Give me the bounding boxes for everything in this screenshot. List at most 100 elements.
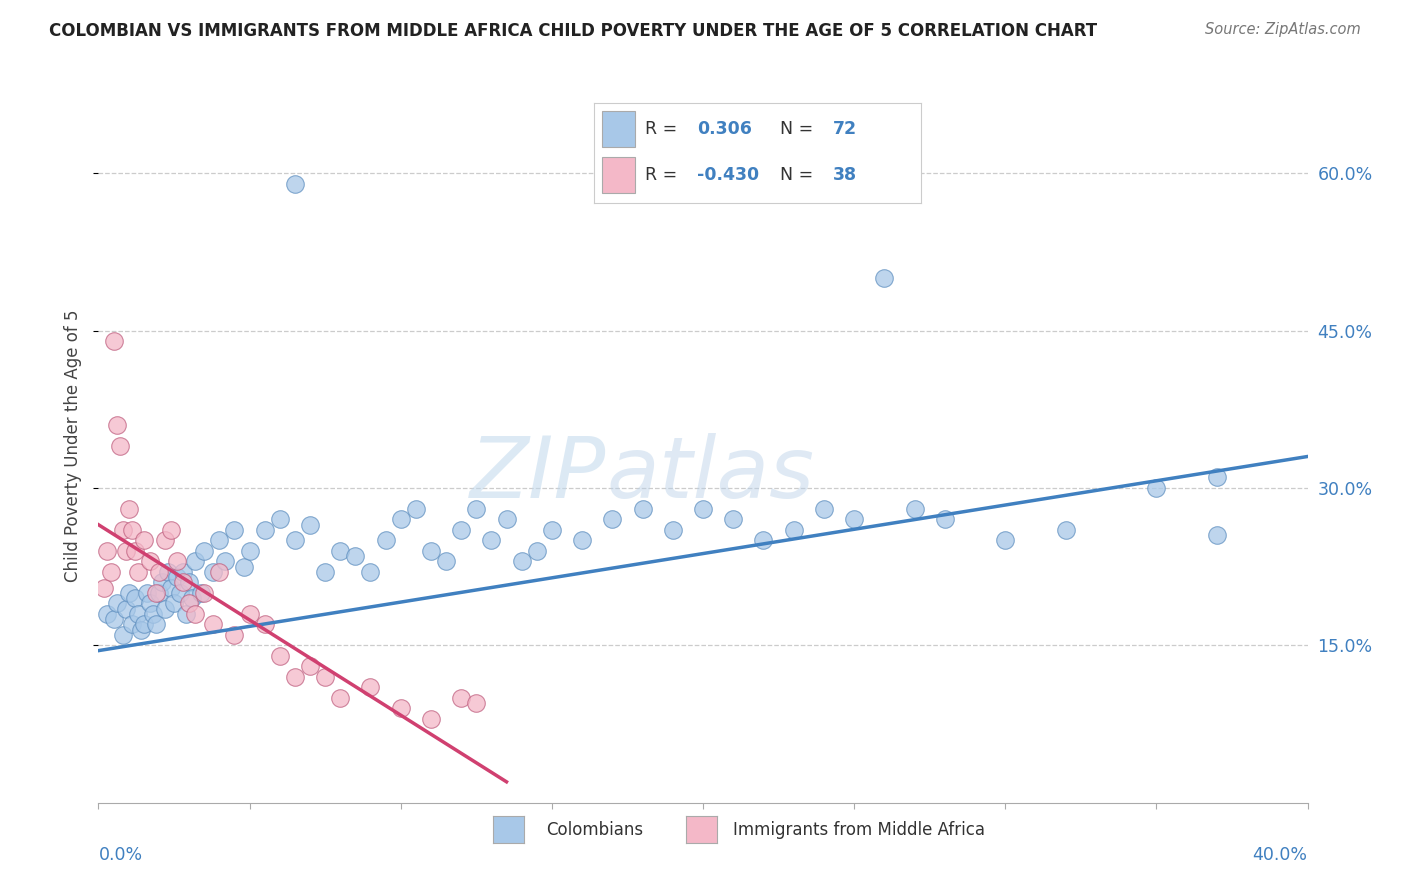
Point <box>450 523 472 537</box>
Point <box>541 523 564 537</box>
Point <box>329 690 352 705</box>
Point <box>114 544 136 558</box>
Point <box>135 586 157 600</box>
Point <box>844 512 866 526</box>
Point <box>118 502 141 516</box>
Point <box>172 575 194 590</box>
Point <box>752 533 775 548</box>
Point <box>510 554 533 568</box>
Point <box>108 439 131 453</box>
Point <box>145 617 167 632</box>
Text: atlas: atlas <box>606 433 814 516</box>
Point <box>96 607 118 621</box>
Point <box>1206 528 1229 542</box>
Point <box>723 512 745 526</box>
Point <box>662 523 685 537</box>
Point <box>314 565 336 579</box>
Point <box>904 502 927 516</box>
Point <box>783 523 806 537</box>
Point <box>111 523 134 537</box>
Point <box>434 554 457 568</box>
Point <box>389 701 412 715</box>
Point <box>1054 523 1077 537</box>
Point <box>239 607 262 621</box>
Point <box>142 607 165 621</box>
Point <box>111 628 134 642</box>
Point <box>121 523 143 537</box>
Point <box>160 581 183 595</box>
Point <box>813 502 835 516</box>
Point <box>179 575 201 590</box>
Point <box>179 596 201 610</box>
Point <box>105 596 128 610</box>
Point <box>1146 481 1168 495</box>
Point <box>114 601 136 615</box>
Point <box>465 502 488 516</box>
Point <box>269 512 291 526</box>
Point <box>93 581 115 595</box>
Point <box>132 533 155 548</box>
Point <box>118 586 141 600</box>
Point <box>495 512 517 526</box>
Point <box>284 533 307 548</box>
Point <box>132 617 155 632</box>
Point <box>193 586 215 600</box>
Point <box>571 533 593 548</box>
Point <box>420 544 443 558</box>
Point <box>129 623 152 637</box>
Point <box>148 586 170 600</box>
Point <box>121 617 143 632</box>
Point <box>148 565 170 579</box>
Point <box>208 565 231 579</box>
Point <box>202 565 225 579</box>
Point <box>299 517 322 532</box>
Point <box>139 596 162 610</box>
Point <box>153 533 176 548</box>
Point <box>360 565 382 579</box>
Point <box>420 712 443 726</box>
Point <box>153 601 176 615</box>
Point <box>224 523 246 537</box>
Text: 40.0%: 40.0% <box>1253 846 1308 863</box>
Point <box>253 523 276 537</box>
Text: Source: ZipAtlas.com: Source: ZipAtlas.com <box>1205 22 1361 37</box>
Point <box>202 617 225 632</box>
Point <box>160 523 183 537</box>
Point <box>174 607 197 621</box>
Point <box>299 659 322 673</box>
Point <box>172 565 194 579</box>
Text: COLOMBIAN VS IMMIGRANTS FROM MIDDLE AFRICA CHILD POVERTY UNDER THE AGE OF 5 CORR: COLOMBIAN VS IMMIGRANTS FROM MIDDLE AFRI… <box>49 22 1097 40</box>
Text: ZIP: ZIP <box>470 433 606 516</box>
Text: 0.0%: 0.0% <box>98 846 142 863</box>
Point <box>450 690 472 705</box>
Y-axis label: Child Poverty Under the Age of 5: Child Poverty Under the Age of 5 <box>65 310 83 582</box>
Point <box>360 681 382 695</box>
Text: Colombians: Colombians <box>546 821 643 838</box>
Point <box>169 586 191 600</box>
Point <box>526 544 548 558</box>
Point <box>150 575 173 590</box>
Point <box>214 554 236 568</box>
Point <box>190 586 212 600</box>
Text: Immigrants from Middle Africa: Immigrants from Middle Africa <box>734 821 986 838</box>
Point <box>96 544 118 558</box>
Point <box>145 586 167 600</box>
Point <box>314 670 336 684</box>
Point <box>934 512 956 526</box>
Point <box>103 612 125 626</box>
Point <box>284 177 307 191</box>
Point <box>481 533 503 548</box>
Point <box>166 554 188 568</box>
Point <box>692 502 714 516</box>
Point <box>873 271 896 285</box>
Point <box>602 512 624 526</box>
Point <box>994 533 1017 548</box>
Point <box>224 628 246 642</box>
Point <box>405 502 427 516</box>
Point <box>374 533 396 548</box>
Point <box>284 670 307 684</box>
Point <box>139 554 162 568</box>
Point <box>232 559 254 574</box>
Point <box>389 512 412 526</box>
Point <box>127 565 149 579</box>
